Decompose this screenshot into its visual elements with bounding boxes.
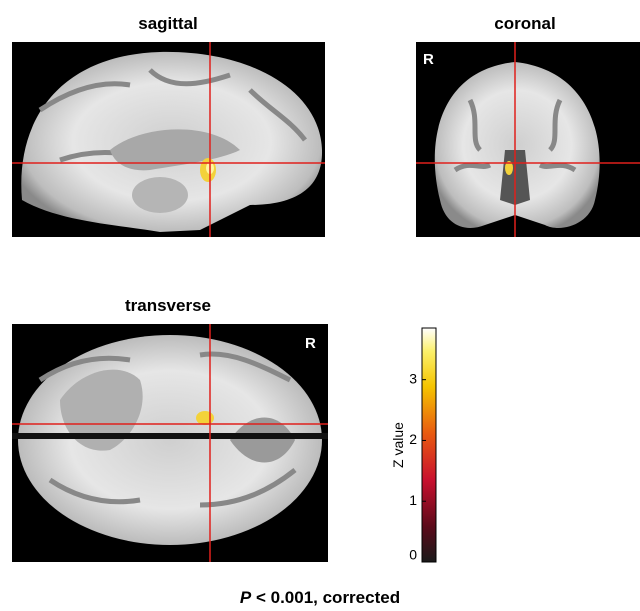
panel-title: sagittal xyxy=(138,14,198,33)
tick-label: 0 xyxy=(409,547,417,563)
transverse-slice xyxy=(12,324,328,562)
sagittal-slice xyxy=(12,42,325,237)
colorbar-label: Z value xyxy=(390,422,406,468)
footnote-text: < 0.001, corrected xyxy=(256,588,400,607)
footnote: P < 0.001, corrected xyxy=(240,588,400,607)
tick-label: 1 xyxy=(409,492,417,508)
colorbar-ticks: 0 1 2 3 xyxy=(409,370,426,563)
side-marker: R xyxy=(423,51,434,68)
panel-title: transverse xyxy=(125,296,211,315)
coronal-slice xyxy=(416,42,640,237)
tick-label: 2 xyxy=(409,431,417,447)
side-marker: R xyxy=(305,335,316,352)
tick-label: 3 xyxy=(409,370,417,386)
footnote-italic: P xyxy=(240,588,252,607)
panel-title: coronal xyxy=(494,14,555,33)
colorbar xyxy=(421,327,437,563)
